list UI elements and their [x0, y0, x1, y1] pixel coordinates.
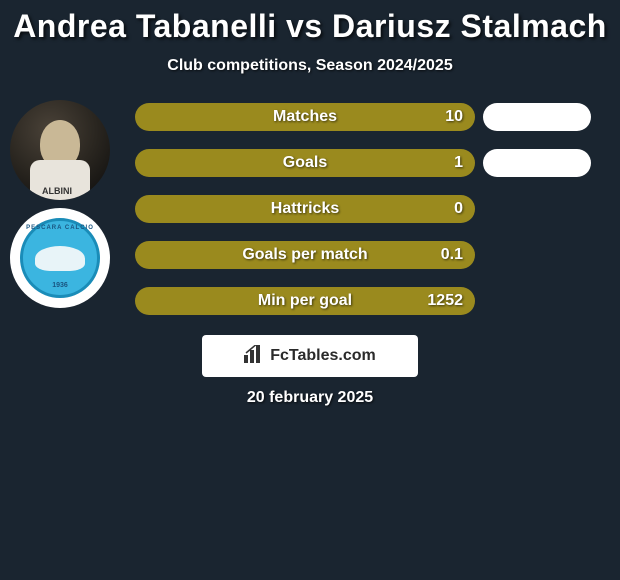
stat-label: Hattricks	[271, 200, 339, 218]
stat-label: Min per goal	[258, 292, 352, 310]
bar-player1: Matches 10	[135, 103, 475, 131]
stat-value-player1: 10	[445, 108, 463, 126]
branding-text: FcTables.com	[270, 347, 376, 365]
stat-row: Min per goal 1252	[135, 287, 605, 315]
stat-value-player1: 1252	[427, 292, 463, 310]
bar-player1: Goals 1	[135, 149, 475, 177]
stat-row: Matches 10	[135, 103, 605, 131]
club-logo-inner: PESCARA CALCIO 1936	[20, 218, 100, 298]
stat-label: Goals per match	[242, 246, 367, 264]
bar-player1: Min per goal 1252	[135, 287, 475, 315]
stat-label: Matches	[273, 108, 337, 126]
bar-player2	[483, 149, 591, 177]
club-year: 1936	[52, 282, 68, 289]
bar-player2	[483, 103, 591, 131]
avatar-player1: ALBINI	[10, 100, 110, 200]
bar-player1: Goals per match 0.1	[135, 241, 475, 269]
stat-label: Goals	[283, 154, 327, 172]
chart-bar-icon	[244, 345, 264, 368]
comparison-infographic: Andrea Tabanelli vs Dariusz Stalmach Clu…	[0, 0, 620, 580]
avatar-player2-club-logo: PESCARA CALCIO 1936	[10, 208, 110, 308]
stat-row: Goals per match 0.1	[135, 241, 605, 269]
stat-value-player1: 1	[454, 154, 463, 172]
stat-value-player1: 0.1	[441, 246, 463, 264]
subtitle: Club competitions, Season 2024/2025	[0, 57, 620, 75]
stats-bars: Matches 10 Goals 1 Hattricks 0 Goals per match…	[135, 103, 605, 315]
jersey-sponsor: ALBINI	[42, 186, 72, 196]
page-title: Andrea Tabanelli vs Dariusz Stalmach	[0, 8, 620, 45]
bar-player1: Hattricks 0	[135, 195, 475, 223]
branding-badge: FcTables.com	[202, 335, 418, 377]
avatars-column: ALBINI PESCARA CALCIO 1936	[10, 100, 110, 316]
date-label: 20 february 2025	[0, 389, 620, 407]
stat-row: Hattricks 0	[135, 195, 605, 223]
dolphin-icon	[35, 246, 85, 271]
stat-row: Goals 1	[135, 149, 605, 177]
club-name: PESCARA CALCIO	[26, 225, 94, 231]
stat-value-player1: 0	[454, 200, 463, 218]
